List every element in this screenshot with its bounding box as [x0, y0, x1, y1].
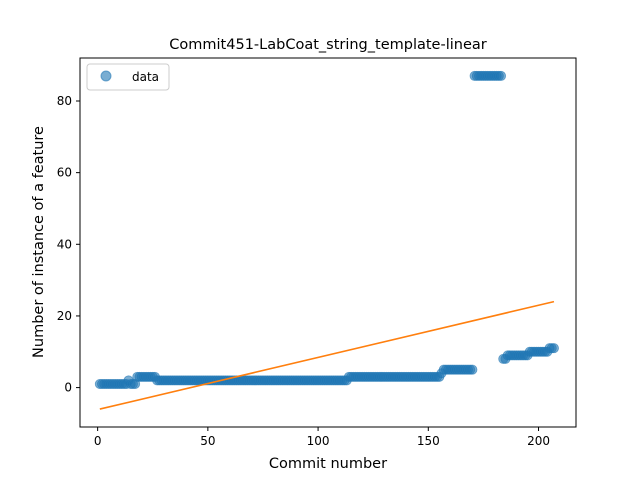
x-tick-label: 0	[94, 434, 102, 448]
x-tick-label: 150	[417, 434, 440, 448]
linear-fit-line	[99, 300, 555, 410]
legend: data	[86, 63, 170, 91]
y-tick-label: 40	[57, 237, 72, 251]
legend-marker	[100, 70, 112, 82]
y-tick-label: 60	[57, 166, 72, 180]
chart-title: Commit451-LabCoat_string_template-linear	[169, 37, 486, 53]
y-axis-label: Number of instance of a feature	[31, 126, 47, 358]
data-point	[496, 70, 507, 81]
x-axis-ticks: 0 50 100 150 200	[94, 427, 550, 448]
plot-marks	[94, 70, 559, 410]
y-tick-label: 20	[57, 309, 72, 323]
y-tick-label: 80	[57, 94, 72, 108]
plot-frame	[79, 57, 577, 428]
x-tick-label: 200	[527, 434, 550, 448]
x-tick-label: 100	[307, 434, 330, 448]
x-tick-label: 50	[200, 434, 215, 448]
data-point	[548, 343, 559, 354]
x-axis-label: Commit number	[269, 456, 387, 472]
legend-box	[86, 63, 170, 91]
y-tick-label: 0	[64, 381, 72, 395]
legend-label-data: data	[132, 70, 159, 84]
y-axis-ticks: 0 20 40 60 80	[57, 94, 80, 395]
data-point	[467, 364, 478, 375]
